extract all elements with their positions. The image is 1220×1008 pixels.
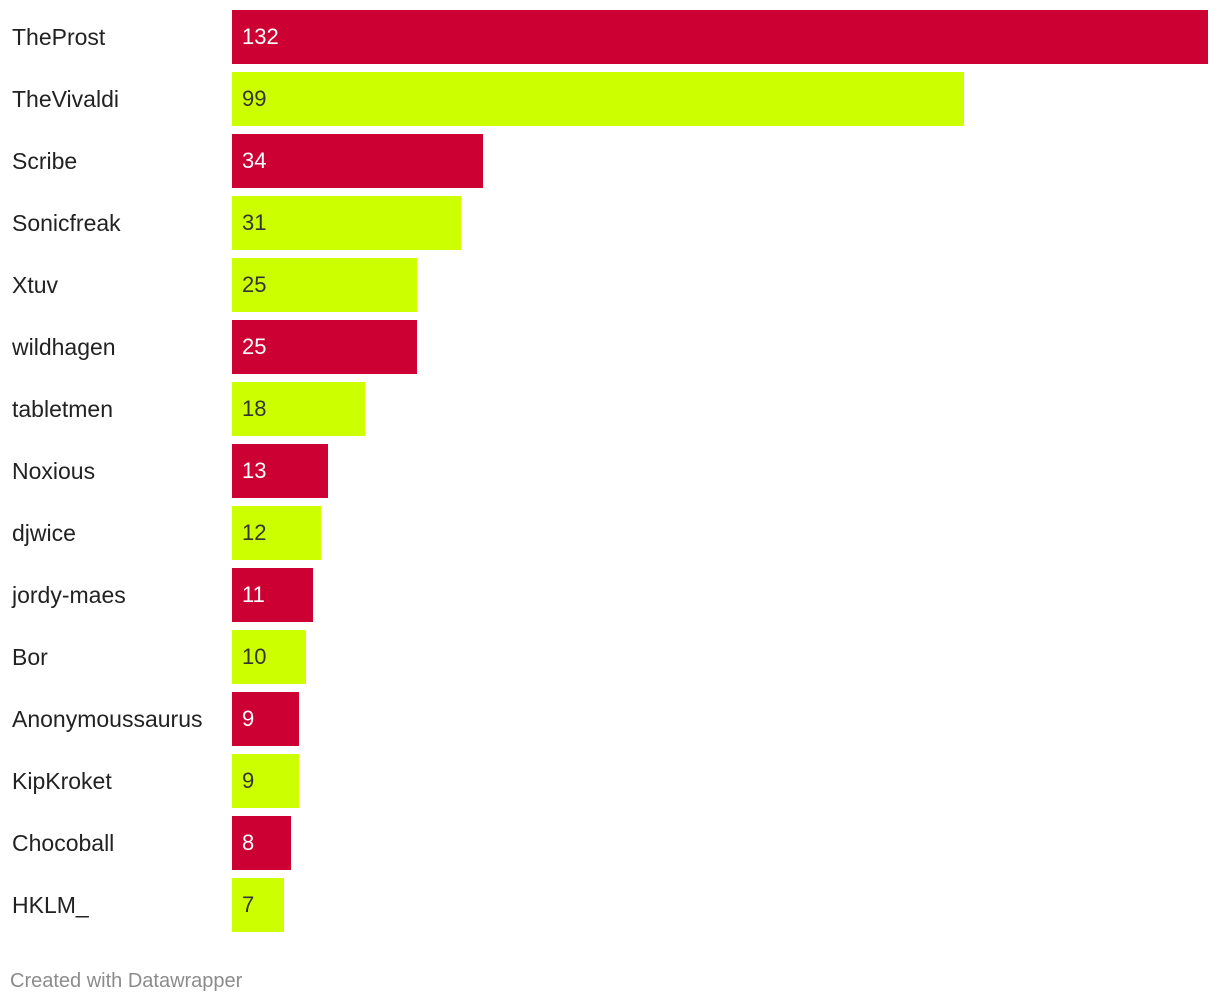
bar-value-label: 9 [242,768,255,793]
bar: 18 [232,382,365,436]
bar: 9 [232,692,299,746]
bar: 8 [232,816,291,870]
category-label: djwice [12,520,76,546]
category-label: TheProst [12,24,106,50]
bar-row: wildhagen 25 [0,320,1220,374]
category-label: Sonicfreak [12,210,121,236]
bar-value-label: 11 [242,582,265,607]
bar-value-label: 99 [242,86,267,111]
bar-value-label: 7 [242,892,255,917]
bar-row: Bor 10 [0,630,1220,684]
category-label: wildhagen [12,334,116,360]
bar-value-label: 8 [242,830,255,855]
bar-row: tabletmen 18 [0,382,1220,436]
bar: 12 [232,506,321,560]
bar-row: jordy-maes 11 [0,568,1220,622]
bar: 31 [232,196,461,250]
bar-row: Sonicfreak 31 [0,196,1220,250]
bar: 13 [232,444,328,498]
category-label: tabletmen [12,396,114,422]
bar: 10 [232,630,306,684]
bar-row: TheProst 132 [0,10,1220,64]
bar-value-label: 25 [242,272,267,297]
bar: 25 [232,320,417,374]
bar-chart: TheProst 132 TheVivaldi 99 Scribe 34 Sonicfrea… [0,10,1220,932]
bar-row: HKLM_ 7 [0,878,1220,932]
category-label: Noxious [12,458,96,484]
bar: 25 [232,258,417,312]
category-label: KipKroket [12,768,112,794]
bar-value-label: 34 [242,148,267,173]
bar-value-label: 12 [242,520,267,545]
footer-credit[interactable]: Created with Datawrapper [10,970,243,992]
bar: 132 [232,10,1208,64]
bar: 11 [232,568,313,622]
bar-value-label: 13 [242,458,267,483]
bar-row: djwice 12 [0,506,1220,560]
bar: 99 [232,72,964,126]
bar-row: Anonymoussaurus 9 [0,692,1220,746]
category-label: HKLM_ [12,892,89,918]
bar-value-label: 31 [242,210,267,235]
bar-value-label: 18 [242,396,267,421]
bar-value-label: 132 [242,24,279,49]
bar: 9 [232,754,299,808]
category-label: jordy-maes [12,582,126,608]
bar: 7 [232,878,284,932]
category-label: Chocoball [12,830,115,856]
bar: 34 [232,134,483,188]
bar-value-label: 25 [242,334,267,359]
bar-row: Noxious 13 [0,444,1220,498]
bar-row: Chocoball 8 [0,816,1220,870]
bar-value-label: 10 [242,644,267,669]
bar-row: Xtuv 25 [0,258,1220,312]
category-label: Scribe [12,148,78,174]
category-label: Bor [12,644,48,670]
category-label: TheVivaldi [12,86,119,112]
category-label: Anonymoussaurus [12,706,203,732]
bar-value-label: 9 [242,706,255,731]
category-label: Xtuv [12,272,59,298]
bar-row: Scribe 34 [0,134,1220,188]
bar-row: KipKroket 9 [0,754,1220,808]
bar-row: TheVivaldi 99 [0,72,1220,126]
